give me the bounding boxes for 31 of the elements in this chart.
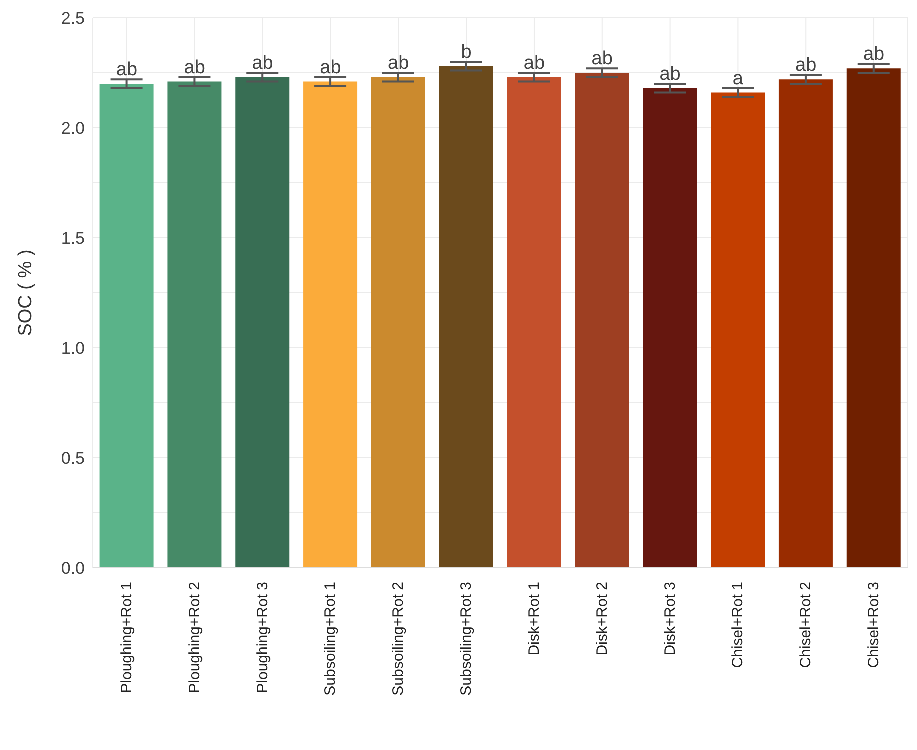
- x-tick-label: Ploughing+Rot 2: [186, 582, 204, 694]
- annotation: ab: [524, 53, 546, 74]
- annotation: b: [461, 42, 472, 63]
- y-tick-label: 1.5: [61, 229, 85, 248]
- x-tick-label: Chisel+Rot 1: [730, 582, 747, 668]
- annotation: ab: [252, 53, 274, 74]
- annotation: ab: [796, 55, 817, 76]
- y-axis-title: SOC ( % ): [16, 250, 37, 336]
- x-tick-label: Subsoiling+Rot 1: [322, 582, 340, 696]
- x-tick-label: Disk+Rot 3: [662, 582, 679, 656]
- x-tick-label: Chisel+Rot 3: [866, 582, 883, 668]
- x-tick-label: Ploughing+Rot 3: [254, 582, 272, 694]
- y-tick-label: 0.0: [61, 559, 85, 578]
- annotation: ab: [116, 60, 138, 81]
- annotation: ab: [863, 44, 885, 66]
- x-tick-label: Ploughing+Rot 1: [118, 582, 136, 694]
- y-tick-label: 1.0: [61, 339, 85, 358]
- y-tick-label: 2.0: [61, 119, 85, 138]
- annotation: ab: [592, 48, 613, 70]
- annotation: ab: [320, 57, 342, 78]
- annotation: ab: [388, 53, 410, 74]
- y-tick-label: 0.5: [61, 449, 85, 468]
- annotation: ab: [184, 57, 206, 78]
- annotation: a: [732, 68, 744, 90]
- x-tick-label: Chisel+Rot 2: [798, 582, 815, 668]
- x-tick-label: Disk+Rot 1: [526, 582, 543, 656]
- x-tick-label: Disk+Rot 2: [594, 582, 611, 656]
- x-tick-label: Subsoiling+Rot 3: [458, 582, 476, 696]
- y-tick-label: 2.5: [61, 9, 85, 28]
- annotation: ab: [660, 64, 681, 85]
- x-tick-label: Subsoiling+Rot 2: [390, 582, 408, 696]
